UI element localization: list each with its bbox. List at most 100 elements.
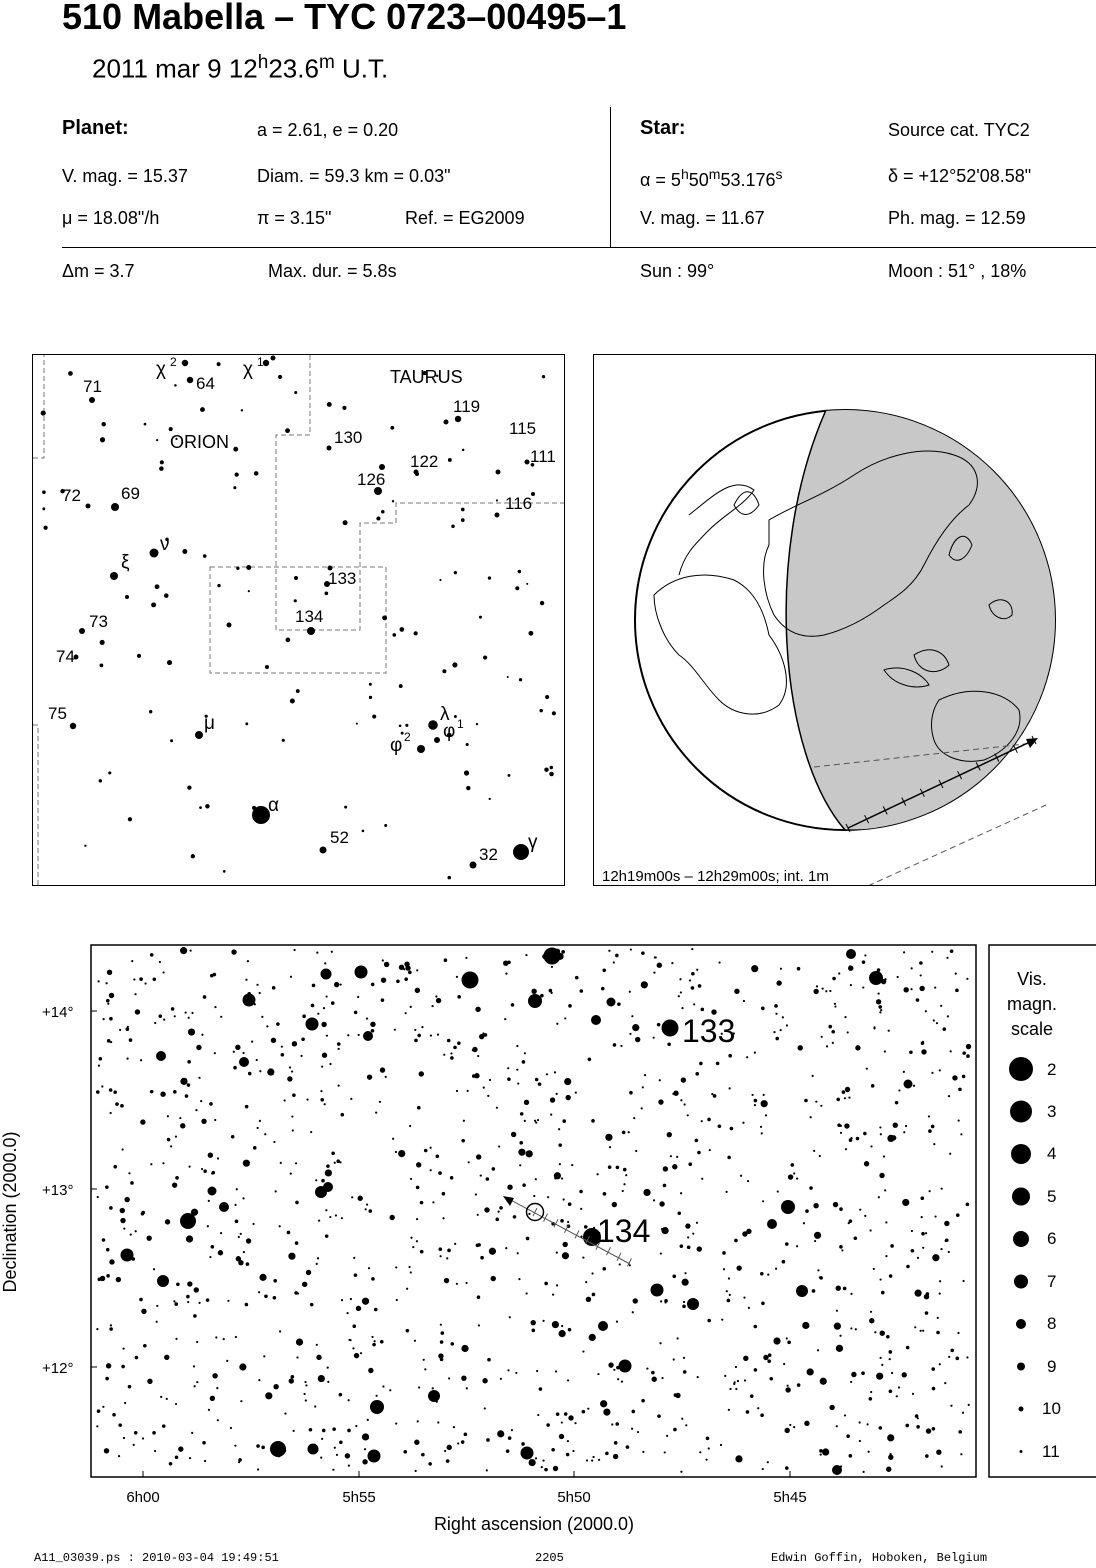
detail-star — [455, 1089, 459, 1093]
detail-star — [251, 1040, 254, 1043]
detail-star — [921, 1040, 925, 1043]
detail-star — [201, 1118, 207, 1124]
detail-star — [355, 1424, 358, 1428]
detail-star — [949, 949, 954, 953]
detail-star — [693, 1003, 696, 1006]
detail-star — [904, 1124, 908, 1128]
detail-star — [337, 1047, 340, 1050]
detail-star — [302, 1014, 306, 1019]
detail-star — [916, 1425, 920, 1429]
central-line-tick — [864, 814, 870, 824]
detail-star — [105, 1363, 112, 1369]
detail-star — [245, 1262, 250, 1266]
detail-star — [892, 1122, 898, 1128]
detail-star — [537, 1082, 542, 1086]
detail-star — [667, 1042, 671, 1047]
detail-star — [189, 949, 192, 952]
detail-chart-svg: 134 133 +14° +13° +12° 6h00 5h55 5h50 5h… — [0, 944, 1096, 1534]
detail-star — [196, 1381, 199, 1384]
detail-star — [910, 1248, 915, 1253]
finder-star — [69, 722, 77, 730]
detail-star — [842, 1286, 847, 1291]
detail-star — [729, 1387, 732, 1391]
detail-star — [480, 1255, 484, 1260]
detail-star — [242, 1250, 246, 1254]
finder-star — [355, 722, 358, 725]
detail-star — [879, 1133, 882, 1136]
detail-star — [850, 1137, 853, 1140]
detail-star — [712, 1094, 717, 1098]
detail-star — [853, 1236, 858, 1241]
detail-star — [219, 1202, 229, 1212]
detail-star — [431, 1004, 434, 1008]
detail-star — [370, 1028, 375, 1033]
finder-star — [326, 445, 332, 451]
detail-star — [631, 1409, 636, 1414]
detail-star — [520, 1446, 534, 1460]
detail-star — [902, 1198, 910, 1207]
detail-star — [732, 1032, 735, 1035]
star-label: 111 — [530, 447, 556, 466]
detail-star — [587, 1057, 592, 1062]
detail-star — [245, 1238, 252, 1244]
y-axis-label: Declination (2000.0) — [0, 1131, 20, 1292]
detail-star — [931, 1386, 936, 1391]
detail-star — [141, 1437, 145, 1440]
detail-star — [323, 1103, 326, 1106]
detail-star — [457, 1442, 460, 1445]
detail-star — [743, 1296, 746, 1299]
finder-star — [110, 572, 118, 580]
detail-star — [332, 1427, 336, 1431]
detail-star — [132, 1443, 135, 1446]
finder-star — [149, 548, 159, 558]
detail-star — [596, 1173, 599, 1176]
detail-star — [504, 1018, 507, 1021]
detail-star — [651, 1376, 657, 1382]
detail-star — [348, 1338, 351, 1341]
detail-star — [932, 1254, 940, 1262]
detail-star — [304, 1399, 307, 1402]
detail-star — [835, 1425, 838, 1428]
detail-star — [229, 1426, 233, 1430]
detail-star — [525, 1236, 530, 1241]
finder-star — [379, 464, 385, 470]
detail-star — [582, 1350, 585, 1353]
detail-star — [608, 949, 611, 952]
detail-star — [446, 1444, 452, 1451]
finder-star — [374, 487, 382, 495]
detail-star — [924, 1010, 927, 1013]
star-label: 133 — [328, 569, 356, 588]
finder-star — [405, 723, 409, 727]
legend-title: Vis. magn. scale — [1007, 969, 1057, 1039]
detail-star — [734, 1238, 738, 1243]
detail-star — [295, 1338, 304, 1346]
detail-star — [757, 1407, 760, 1410]
detail-star — [960, 1133, 963, 1136]
detail-star — [490, 1275, 496, 1282]
detail-star — [237, 1235, 240, 1239]
detail-star — [707, 1447, 710, 1450]
detail-star — [491, 1167, 496, 1171]
star-ra: α = 5h50m53.176s — [640, 166, 783, 191]
detail-star — [785, 1024, 789, 1027]
detail-star — [949, 1050, 952, 1053]
detail-star — [414, 1439, 420, 1445]
detail-star — [465, 1281, 468, 1285]
detail-star — [641, 1086, 644, 1089]
detail-star — [370, 1021, 376, 1027]
detail-star — [443, 1277, 450, 1284]
detail-star — [870, 1084, 875, 1088]
detail-star — [642, 1450, 645, 1453]
detail-star — [844, 1015, 847, 1019]
detail-star — [231, 949, 237, 955]
detail-star — [785, 1387, 791, 1393]
star-label: 115 — [509, 419, 536, 438]
detail-star — [753, 1324, 758, 1329]
detail-star — [562, 1198, 565, 1201]
detail-star — [431, 1392, 435, 1396]
detail-star — [192, 1365, 196, 1368]
detail-star — [965, 1043, 972, 1050]
detail-star — [551, 1293, 555, 1296]
detail-star — [476, 1213, 479, 1216]
detail-star — [367, 1267, 371, 1270]
